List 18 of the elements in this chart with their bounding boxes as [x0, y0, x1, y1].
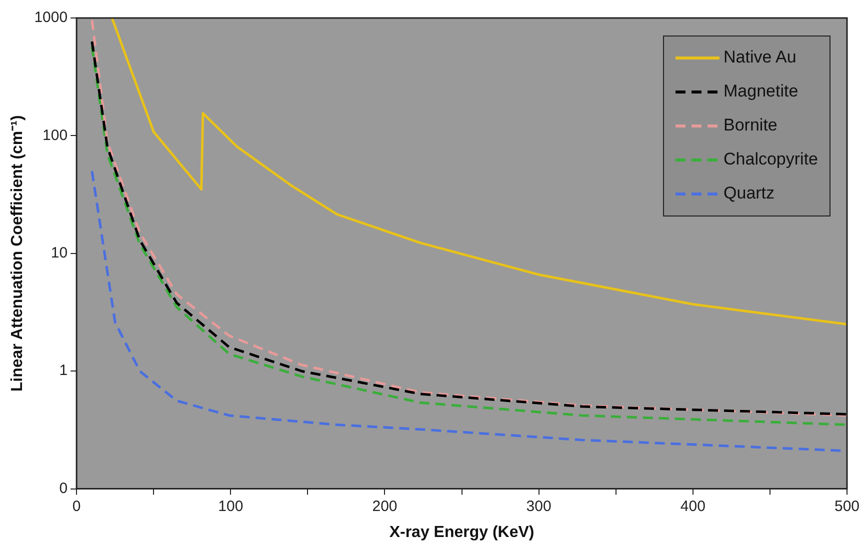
x-tick-label: 500 — [834, 498, 860, 515]
legend-label: Chalcopyrite — [724, 150, 818, 169]
y-axis-title: Linear Attenuation Coefficient (cm⁻¹) — [9, 115, 26, 392]
y-tick-label: 1 — [59, 362, 68, 380]
x-tick-label: 200 — [372, 498, 398, 515]
legend-label: Bornite — [724, 116, 778, 135]
y-tick-label: 10 — [50, 244, 68, 262]
legend-label: Magnetite — [724, 82, 798, 101]
y-tick-label: 0 — [59, 480, 68, 497]
y-tick-label: 100 — [42, 126, 68, 144]
y-tick-label: 1000 — [34, 9, 68, 26]
x-tick-label: 0 — [72, 498, 81, 515]
x-tick-label: 100 — [218, 498, 244, 515]
legend-label: Quartz — [724, 184, 775, 203]
x-tick-label: 300 — [526, 498, 552, 515]
x-axis-title: X-ray Energy (KeV) — [389, 524, 534, 541]
x-tick-label: 400 — [680, 498, 706, 515]
legend-label: Native Au — [724, 48, 796, 67]
